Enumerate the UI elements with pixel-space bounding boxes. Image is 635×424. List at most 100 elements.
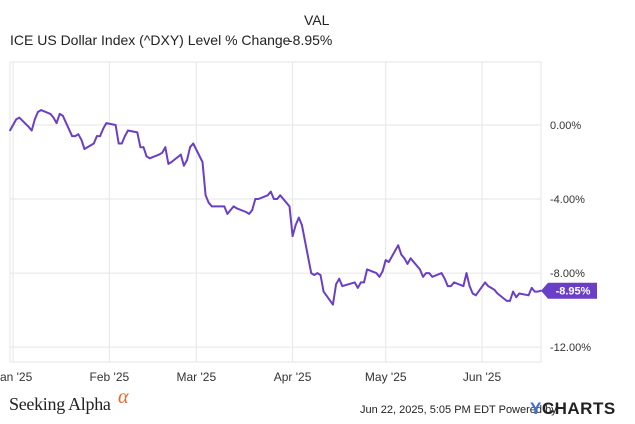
data-point (80, 138, 83, 141)
data-point (226, 213, 229, 215)
data-point (273, 198, 275, 200)
data-point (409, 257, 412, 260)
data-point (105, 122, 108, 124)
data-point (145, 155, 148, 158)
data-point (353, 281, 356, 284)
data-point (518, 292, 521, 295)
data-point (422, 275, 424, 278)
ycharts-logo-text: CHARTS (541, 399, 616, 418)
data-point (360, 281, 362, 284)
data-point (537, 290, 539, 293)
y-axis: 0.00% -4.00% -8.00% -12.00% (550, 120, 591, 354)
end-label-text: -8.95% (556, 286, 591, 298)
data-point (462, 285, 465, 287)
data-point (356, 287, 359, 289)
data-point (170, 161, 173, 163)
data-point (232, 205, 235, 208)
data-point (515, 296, 518, 299)
data-point (30, 129, 33, 132)
data-point (375, 272, 378, 274)
x-tick-label: Jan '25 (0, 370, 33, 384)
timestamp: Jun 22, 2025, 5:05 PM EDT Powered by (360, 404, 557, 416)
data-point (27, 125, 30, 128)
data-point (223, 205, 226, 208)
data-point (338, 277, 341, 280)
data-point (443, 277, 446, 280)
data-point (201, 161, 204, 163)
data-point (161, 151, 164, 154)
data-point (509, 300, 511, 302)
data-point (387, 261, 390, 263)
x-tick-label: Mar '25 (176, 370, 216, 384)
data-point (397, 244, 400, 247)
legend-series-name: ICE US Dollar Index (^DXY) Level % Chang… (10, 32, 291, 48)
data-point (127, 129, 129, 132)
data-point (18, 116, 21, 119)
data-point (251, 209, 254, 212)
data-point (83, 148, 86, 150)
data-point (52, 116, 55, 119)
seeking-alpha-brand: Seeking Alpha (9, 394, 111, 414)
data-point (341, 285, 344, 287)
data-point (446, 285, 449, 287)
data-point (61, 114, 64, 117)
x-tick-label: Jun '25 (463, 370, 502, 384)
data-point (335, 283, 337, 286)
data-point (266, 194, 269, 197)
data-point (207, 201, 210, 204)
plot-frame (9, 61, 542, 363)
data-point (254, 198, 257, 200)
data-point (77, 133, 80, 136)
data-point (37, 111, 39, 113)
data-point (471, 292, 474, 295)
data-point (505, 300, 508, 302)
data-point (493, 288, 496, 291)
data-point (117, 142, 120, 145)
data-point (9, 129, 11, 132)
data-point (158, 153, 161, 156)
data-point (450, 285, 452, 287)
data-point (440, 272, 443, 274)
data-point (74, 135, 77, 138)
data-point (406, 263, 409, 265)
data-point (319, 274, 322, 276)
data-point (269, 190, 272, 193)
data-point (179, 153, 182, 156)
data-point (530, 287, 533, 289)
data-point (229, 209, 232, 212)
data-point (142, 146, 145, 149)
data-point (474, 294, 477, 297)
series-line (9, 109, 542, 306)
data-point (15, 118, 18, 121)
legend-series-value: -8.95% (288, 32, 333, 48)
y-tick-label: -8.00% (550, 268, 585, 280)
x-tick-label: Apr '25 (274, 370, 312, 384)
series-lines (9, 109, 542, 306)
data-point (210, 205, 213, 208)
end-label-badge (541, 282, 597, 299)
data-point (297, 216, 300, 219)
data-point (245, 211, 247, 213)
data-point (235, 207, 238, 210)
data-point (533, 290, 536, 293)
data-point (214, 205, 216, 208)
grid (9, 61, 542, 363)
data-point (58, 113, 61, 115)
data-point (71, 135, 73, 138)
data-point (527, 294, 530, 297)
data-point (40, 109, 42, 111)
data-point (378, 275, 381, 278)
data-point (363, 281, 365, 284)
data-point (381, 270, 384, 273)
data-point (403, 257, 406, 260)
ycharts-logo[interactable]: YCHARTS (530, 399, 616, 419)
data-point (316, 272, 319, 274)
data-point (167, 163, 170, 165)
data-point (114, 124, 117, 126)
data-point (164, 146, 167, 149)
data-point (102, 127, 105, 130)
x-tick-label: May '25 (365, 370, 407, 384)
data-point (310, 272, 313, 274)
x-tick-label: Feb '25 (90, 370, 130, 384)
